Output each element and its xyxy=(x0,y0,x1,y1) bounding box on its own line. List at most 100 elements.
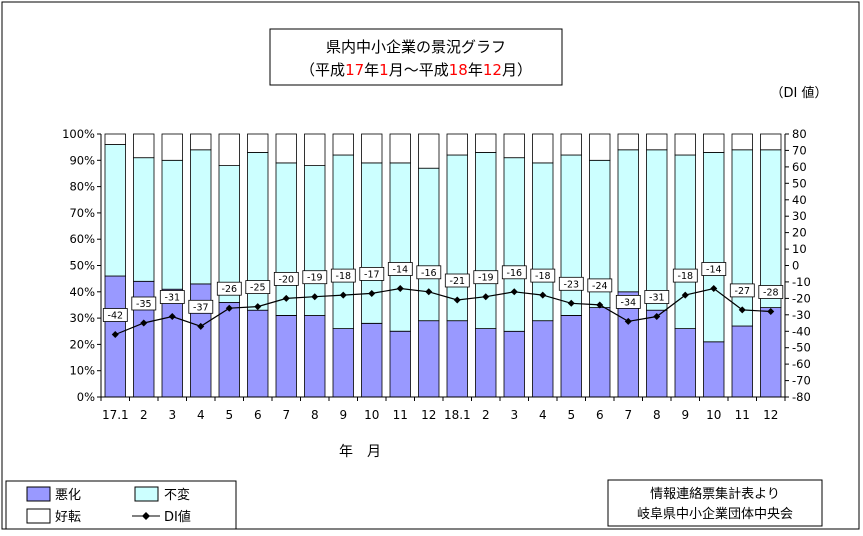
right-tick-label: 30 xyxy=(792,209,807,223)
bar-good xyxy=(560,133,582,156)
di-data-label: -28 xyxy=(763,288,779,299)
di-marker xyxy=(225,304,233,312)
di-data-label: -21 xyxy=(450,276,466,287)
bar-neutral xyxy=(275,162,297,316)
x-tick-label: 8 xyxy=(653,408,661,422)
right-tick-label: 10 xyxy=(792,242,807,256)
legend-marker-di xyxy=(142,512,150,520)
bar-bad xyxy=(389,330,411,398)
di-line xyxy=(115,287,771,336)
di-label-box xyxy=(729,283,755,298)
bar-good xyxy=(760,133,782,151)
di-marker xyxy=(510,288,518,296)
bar-good xyxy=(731,133,753,151)
x-tick-label: 2 xyxy=(140,408,148,422)
bar-bad xyxy=(674,328,696,398)
x-tick-label: 5 xyxy=(567,408,575,422)
legend-swatch-bad xyxy=(26,486,51,502)
di-marker xyxy=(567,299,575,307)
subtitle-part: 1 xyxy=(379,61,389,79)
di-label-box xyxy=(758,285,784,299)
x-tick-label: 10 xyxy=(706,408,721,422)
di-marker xyxy=(425,288,433,296)
bar-good xyxy=(361,133,383,164)
right-tick-label: 50 xyxy=(792,176,807,190)
di-marker xyxy=(396,285,404,293)
bar-bad xyxy=(503,330,525,398)
right-tick-label: -70 xyxy=(792,374,811,388)
di-label-box xyxy=(387,262,413,276)
di-label-box xyxy=(701,262,727,276)
x-tick-label: 12 xyxy=(421,408,436,422)
x-tick-label: 3 xyxy=(510,408,518,422)
di-marker xyxy=(254,303,262,311)
bar-neutral xyxy=(104,144,126,277)
di-label-box xyxy=(530,268,556,283)
bar-good xyxy=(304,133,326,167)
chart-subtitle: （平成17年1月～平成18年12月） xyxy=(300,61,532,79)
di-marker xyxy=(111,331,119,339)
right-tick-label: 20 xyxy=(792,226,807,240)
di-label-box xyxy=(245,280,271,295)
bar-neutral xyxy=(703,151,725,343)
bar-good xyxy=(703,133,725,153)
subtitle-part: 年 xyxy=(364,61,379,79)
right-axis-unit: （DI 値） xyxy=(771,85,828,101)
bar-bad xyxy=(275,315,297,398)
right-tick-label: 70 xyxy=(792,143,807,157)
x-tick-label: 2 xyxy=(482,408,490,422)
x-tick-label: 12 xyxy=(763,408,778,422)
bar-neutral xyxy=(332,154,354,330)
legend-label-bad: 悪化 xyxy=(55,488,81,503)
di-label-box xyxy=(102,308,128,322)
di-data-label: -20 xyxy=(279,274,295,285)
subtitle-part: 年 xyxy=(468,61,483,79)
x-tick-label: 7 xyxy=(282,408,290,422)
di-label-box xyxy=(644,290,670,304)
di-data-label: -14 xyxy=(393,265,409,276)
plot-area: 17.1 2 3 4 5 6 7 8 9 10 11 12 18.1 2 3 4 5 6 7 8 9 10 11 12 0% 10… xyxy=(62,127,811,422)
di-marker xyxy=(596,301,604,309)
di-data-label: -18 xyxy=(678,271,694,282)
subtitle-part: 月） xyxy=(502,61,532,79)
di-marker xyxy=(767,308,775,316)
bar-good xyxy=(589,133,611,161)
bar-good xyxy=(475,133,497,153)
bar-good xyxy=(190,133,212,151)
di-data-label: -19 xyxy=(478,273,494,284)
title-box: 県内中小企業の景況グラフ （平成17年1月～平成18年12月） xyxy=(269,28,563,86)
legend: 悪化 不変 好転 DI値 xyxy=(5,480,237,530)
bar-neutral xyxy=(161,159,183,290)
di-label-box xyxy=(416,265,442,280)
bar-bad xyxy=(247,309,269,398)
di-label-box xyxy=(302,270,328,285)
di-label-box xyxy=(587,278,613,293)
bar-bad xyxy=(161,288,183,398)
di-marker xyxy=(339,291,347,299)
left-tick-label: 40% xyxy=(69,285,95,299)
di-marker xyxy=(482,293,490,301)
di-data-label: -35 xyxy=(136,299,152,310)
di-label-box xyxy=(359,266,385,281)
di-label-box xyxy=(159,290,185,304)
bar-bad xyxy=(560,315,582,398)
di-data-label: -18 xyxy=(336,271,352,282)
right-tick-label: -10 xyxy=(792,275,811,289)
di-label-box xyxy=(501,265,527,280)
subtitle-part: 月～平成 xyxy=(389,61,449,79)
bar-neutral xyxy=(446,154,468,322)
di-marker xyxy=(168,312,176,320)
source-line-2: 岐阜県中小企業団体中央会 xyxy=(637,506,793,522)
legend-swatch-neutral xyxy=(134,486,159,502)
di-data-label: -26 xyxy=(222,284,238,295)
bar-neutral xyxy=(617,149,639,293)
right-tick-label: 0 xyxy=(792,259,799,273)
di-label-box xyxy=(444,273,470,288)
bar-neutral xyxy=(646,149,668,311)
di-data-label: -18 xyxy=(535,271,551,282)
bar-good xyxy=(247,133,269,153)
x-tick-label: 6 xyxy=(596,408,604,422)
bar-bad xyxy=(304,315,326,398)
di-marker xyxy=(282,294,290,302)
